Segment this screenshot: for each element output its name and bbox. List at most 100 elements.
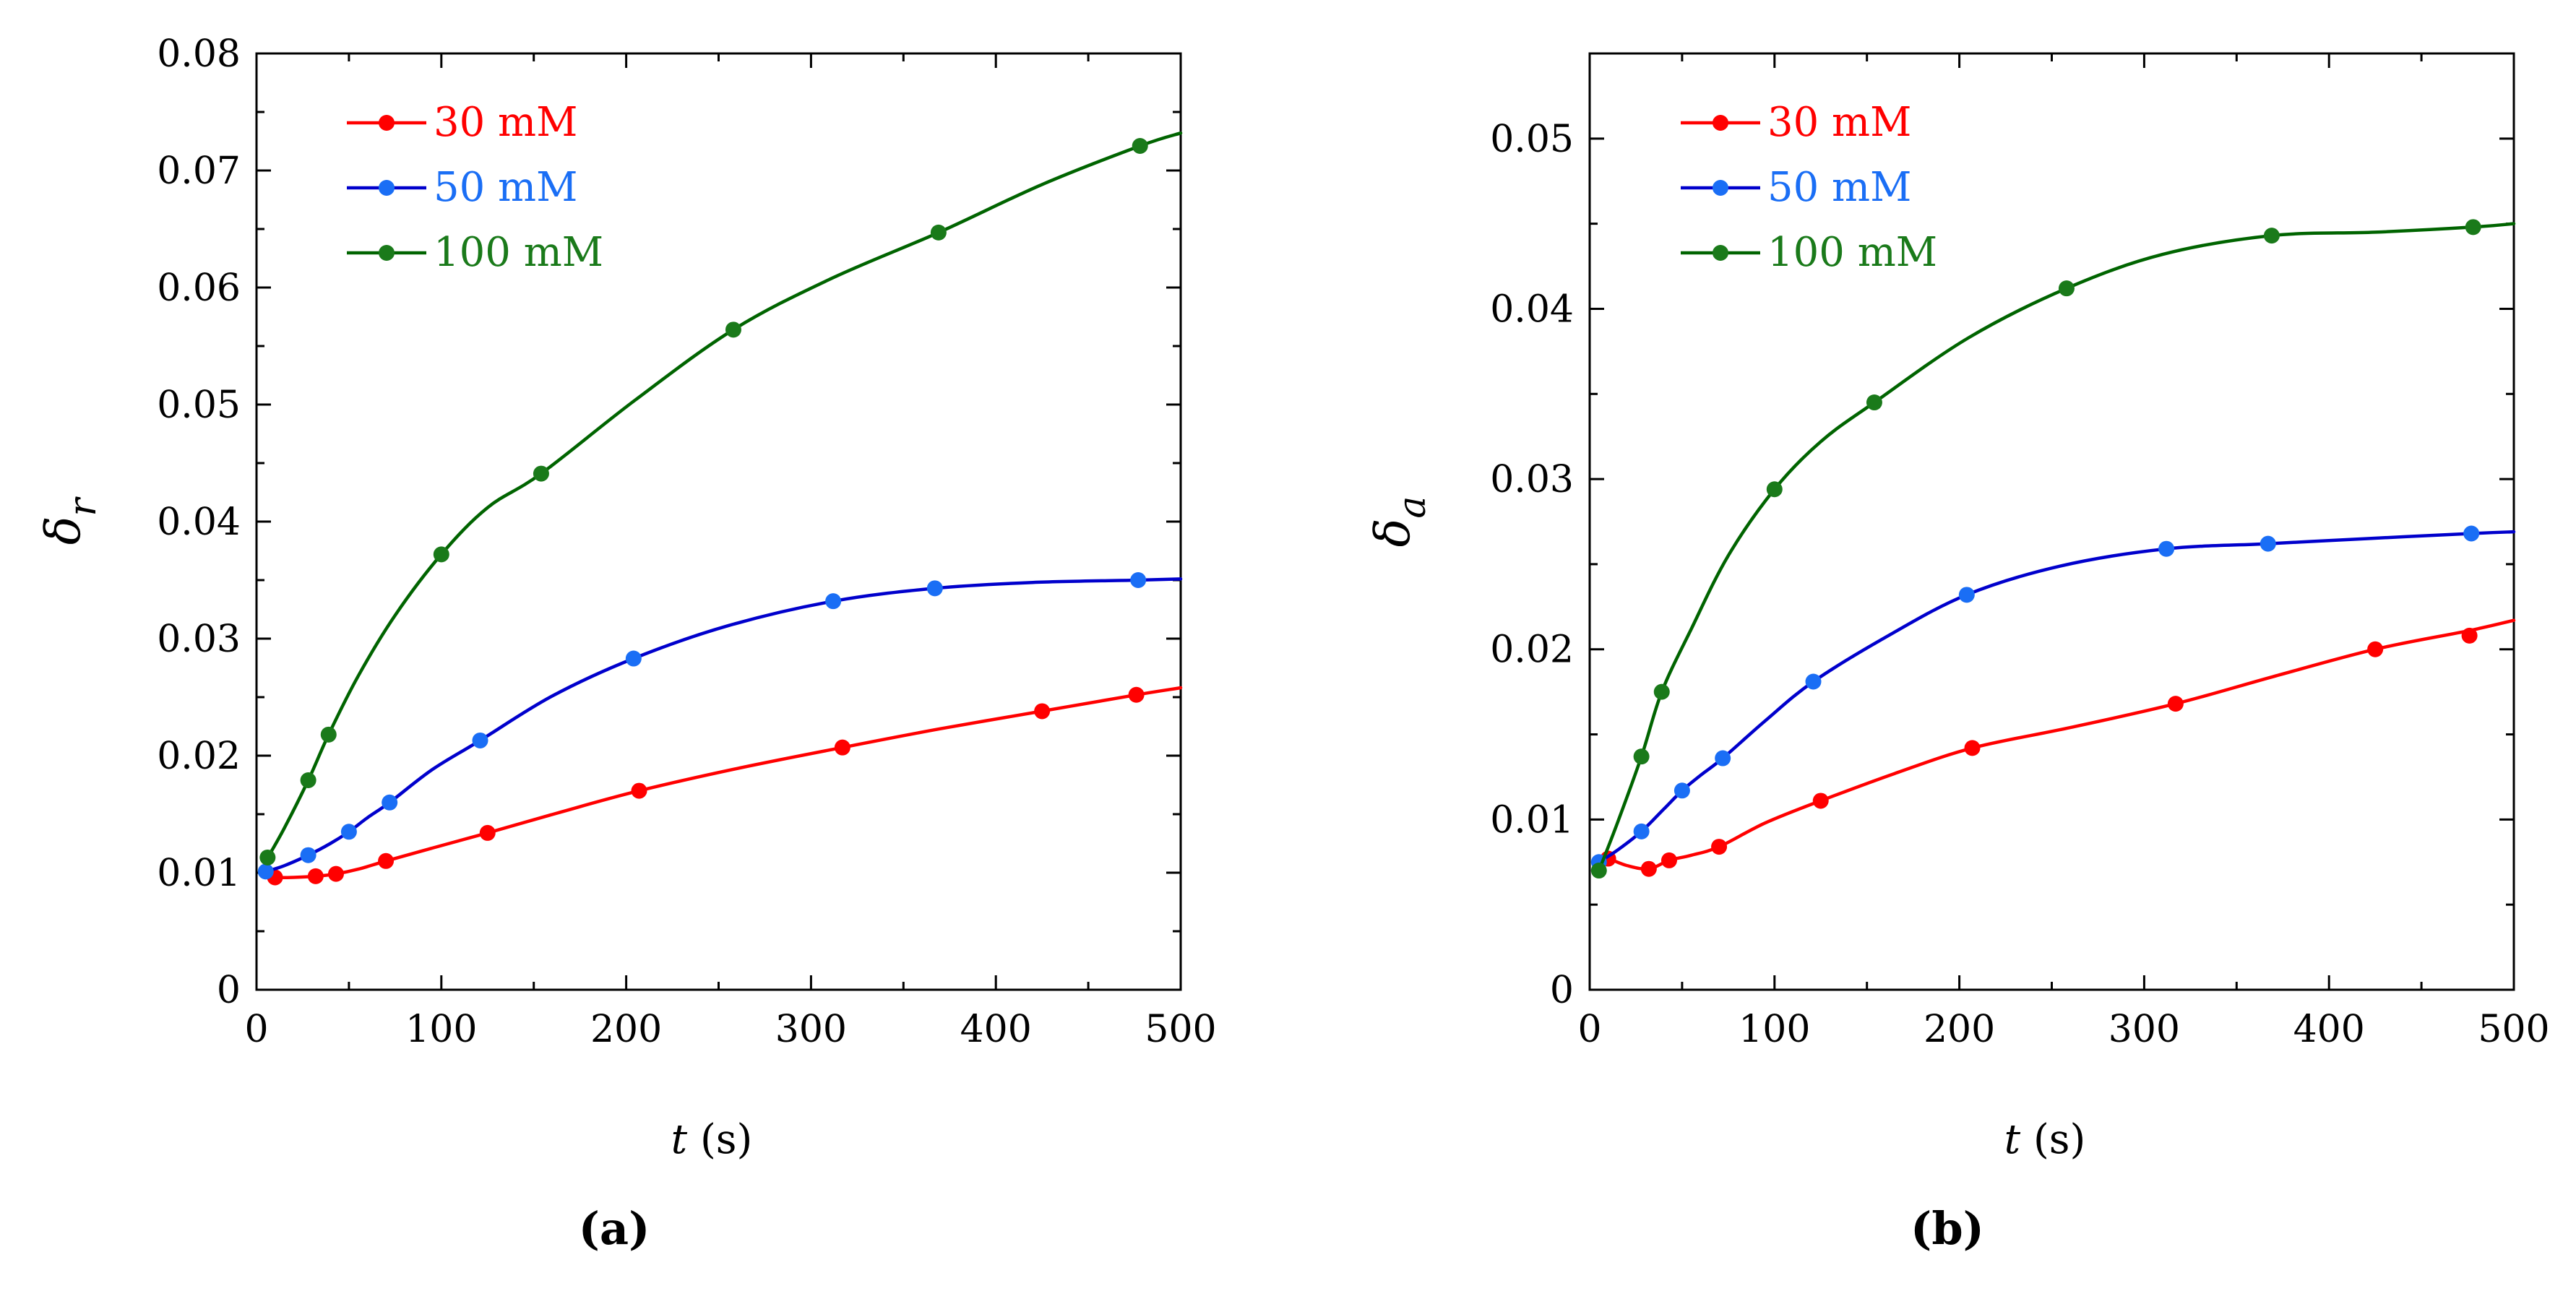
data-point: [2167, 696, 2184, 712]
legend-label: 30 mM: [434, 99, 578, 146]
data-point: [1673, 782, 1690, 799]
data-point: [340, 824, 357, 840]
data-point: [1766, 481, 1783, 498]
data-point: [1958, 587, 1975, 603]
legend-marker: [379, 180, 395, 196]
data-point: [2158, 540, 2175, 557]
data-point: [307, 868, 324, 884]
data-point: [300, 847, 316, 863]
legend-label: 50 mM: [434, 164, 578, 211]
y-tick-label: 0.03: [157, 618, 241, 661]
y-tick-label: 0.02: [1490, 629, 1574, 672]
x-tick-label: 0: [244, 1008, 268, 1051]
legend-label: 100 mM: [434, 229, 603, 276]
data-point: [1633, 823, 1650, 839]
data-point: [433, 546, 449, 563]
y-tick-label: 0: [217, 969, 241, 1012]
x-axis-label-var: t: [2004, 1116, 2021, 1163]
y-tick-label: 0.06: [157, 267, 241, 310]
data-point: [2461, 627, 2478, 644]
data-point: [1866, 394, 1882, 411]
x-tick-label: 500: [2478, 1008, 2549, 1051]
series-line: [1597, 530, 2516, 864]
data-point: [725, 321, 741, 338]
y-tick-label: 0.07: [157, 150, 241, 193]
data-point: [926, 580, 943, 597]
x-axis-label: t (s): [2004, 1116, 2086, 1163]
x-tick-label: 400: [2293, 1008, 2365, 1051]
data-point: [834, 739, 850, 756]
data-point: [259, 849, 276, 865]
data-point: [1128, 686, 1145, 703]
y-axis-label-subscript: a: [1391, 496, 1434, 519]
data-point: [533, 465, 549, 482]
data-point: [1805, 673, 1822, 690]
y-axis-label-subscript: r: [61, 496, 105, 517]
data-point: [631, 782, 647, 799]
data-point: [300, 772, 316, 789]
data-point: [2367, 641, 2384, 657]
data-point: [1653, 683, 1670, 700]
series-line: [1597, 222, 2516, 873]
data-point: [2465, 219, 2481, 236]
legend-entry: 100 mM: [1681, 229, 1937, 276]
x-tick-label: 200: [590, 1008, 662, 1051]
data-point: [2263, 228, 2280, 244]
y-tick-label: 0.04: [157, 501, 241, 544]
legend-marker: [379, 115, 395, 131]
data-point: [1964, 740, 1981, 756]
data-point: [378, 852, 395, 869]
data-point: [1130, 572, 1147, 588]
y-tick-label: 0.01: [1490, 798, 1574, 842]
legend-entry: 50 mM: [1681, 164, 1912, 211]
y-tick-label: 0.04: [1490, 288, 1574, 331]
legend-marker: [379, 245, 395, 261]
data-point: [1660, 852, 1677, 868]
y-tick-label: 0.08: [157, 33, 241, 76]
data-point: [2058, 280, 2075, 297]
data-point: [825, 593, 842, 610]
data-point: [1132, 137, 1148, 154]
legend-marker: [1713, 245, 1728, 261]
x-axis-label-unit: (s): [2020, 1116, 2085, 1163]
chart-panel-b: 0 100 200 300 400 500 0 0.01 0.02 0.03 0.04 0.05 t (…: [1365, 52, 2550, 1255]
y-tick-label: 0.01: [157, 852, 241, 895]
data-point: [1640, 860, 1657, 877]
data-point: [472, 732, 488, 748]
data-point: [625, 650, 642, 667]
plot-frame: [1588, 52, 2515, 991]
legend-label: 30 mM: [1767, 99, 1912, 146]
legend-marker: [1713, 115, 1728, 131]
legend-entry: 30 mM: [1681, 99, 1912, 146]
data-point: [382, 794, 398, 811]
x-tick-label: 300: [775, 1008, 847, 1051]
data-point: [479, 824, 496, 841]
y-axis-label-symbol: δ: [1365, 519, 1421, 548]
y-tick-label: 0.05: [1490, 118, 1574, 161]
x-tick-label: 300: [2108, 1008, 2180, 1051]
legend-marker: [1713, 180, 1728, 196]
data-point: [930, 224, 947, 241]
x-tick-label: 500: [1145, 1008, 1216, 1051]
series-100-mm: [1590, 219, 2516, 879]
series-100-mm: [259, 131, 1183, 865]
x-tick-label: 100: [405, 1008, 477, 1051]
x-tick-label: 400: [960, 1008, 1032, 1051]
y-tick-label: 0.03: [1490, 458, 1574, 501]
data-point: [1711, 839, 1728, 855]
y-axis-label: δr: [35, 496, 105, 545]
data-point: [1812, 793, 1829, 809]
legend-label: 100 mM: [1767, 229, 1937, 276]
y-axis-label-symbol: δ: [35, 517, 91, 545]
series-50-mm: [257, 572, 1183, 880]
x-axis-label-var: t: [671, 1116, 688, 1163]
series-50-mm: [1590, 525, 2516, 871]
data-point: [257, 863, 274, 880]
data-point: [320, 726, 337, 743]
x-tick-label: 100: [1739, 1008, 1810, 1051]
data-point: [327, 865, 344, 882]
data-point: [1715, 750, 1731, 767]
y-tick-label: 0.05: [157, 384, 241, 427]
legend-label: 50 mM: [1767, 164, 1912, 211]
